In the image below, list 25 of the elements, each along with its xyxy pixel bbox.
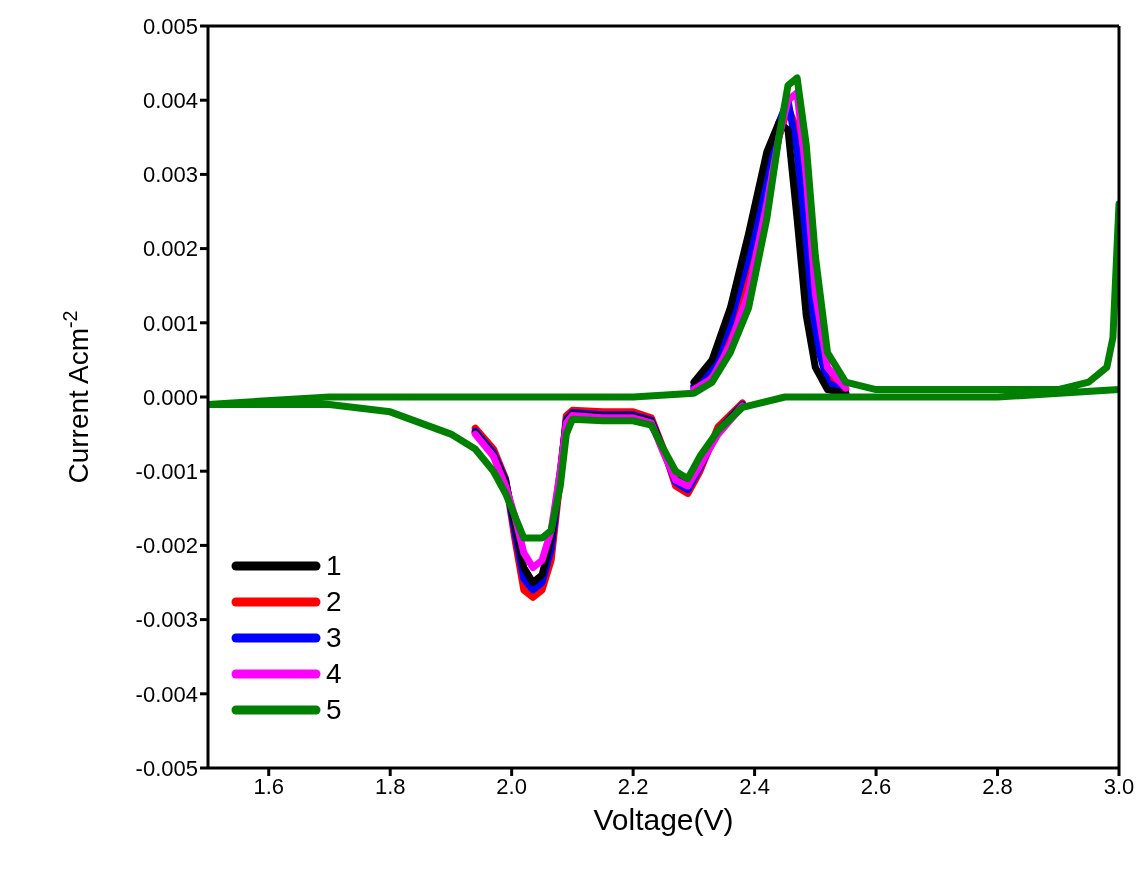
y-tick-label: 0.001 bbox=[142, 310, 198, 336]
x-axis-title: Voltage(V) bbox=[593, 803, 734, 836]
y-tick-label: -0.005 bbox=[135, 755, 198, 781]
y-tick-label: 0.004 bbox=[142, 88, 198, 114]
y-tick-label: -0.004 bbox=[135, 681, 198, 707]
x-tick-label: 1.6 bbox=[253, 773, 285, 799]
x-tick-label: 2.2 bbox=[617, 773, 649, 799]
x-tick-label: 2.0 bbox=[496, 773, 527, 799]
legend-label: 5 bbox=[326, 694, 342, 726]
legend-label: 2 bbox=[326, 586, 342, 618]
y-tick-label: 0.002 bbox=[142, 236, 198, 262]
x-tick-label: 3.0 bbox=[1103, 773, 1135, 799]
legend-label: 1 bbox=[326, 550, 342, 582]
y-tick-label: -0.001 bbox=[135, 459, 198, 485]
y-tick-label: 0.005 bbox=[142, 13, 198, 39]
y-tick-label: 0.000 bbox=[142, 384, 198, 410]
legend-label: 3 bbox=[326, 622, 342, 654]
x-tick-label: 2.4 bbox=[739, 773, 770, 799]
y-tick-label: -0.003 bbox=[135, 607, 198, 633]
y-tick-label: -0.002 bbox=[135, 533, 198, 559]
legend-label: 4 bbox=[326, 658, 342, 690]
y-tick-label: 0.003 bbox=[142, 162, 198, 188]
x-tick-label: 2.8 bbox=[982, 773, 1013, 799]
x-tick-label: 1.8 bbox=[374, 773, 406, 799]
x-tick-label: 2.6 bbox=[860, 773, 892, 799]
